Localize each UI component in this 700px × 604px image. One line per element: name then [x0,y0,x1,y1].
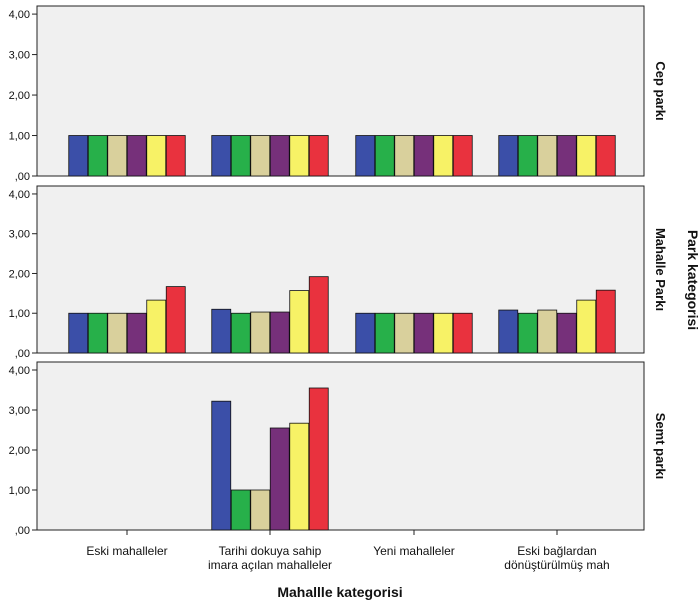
bar [452,135,473,177]
bar [87,135,108,177]
facet-label: Semt parkı [653,413,668,479]
x-tick-label: Eski mahalleler [86,544,167,558]
bar [355,135,376,177]
y-tick-label: 3,00 [9,229,30,241]
y-tick-label: 2,00 [9,268,30,280]
bar [537,135,558,177]
x-tick-label: Eski bağlardan dönüştürülmüş mah [504,544,609,572]
facet-label: Mahalle Parkı [653,228,668,311]
y-tick-label: ,00 [15,348,30,360]
y-tick-label: 1,00 [9,485,30,497]
bar [230,312,251,354]
bar [211,400,232,531]
y-tick-label: 2,00 [9,90,30,102]
x-tick-label: Yeni mahalleler [373,544,455,558]
bar [537,309,558,354]
bar [374,135,395,177]
bar [289,135,310,177]
bar [250,135,271,177]
bar [269,135,290,177]
bar [308,387,329,531]
bar [230,489,251,531]
bar [269,311,290,354]
y-tick-label: 3,00 [9,50,30,62]
facet-panel: ,00 1,00 2,00 3,00 4,00 Cep parkı [9,5,668,183]
facet-panel: ,00 1,00 2,00 3,00 4,00 Mahalle Parkı [9,185,668,360]
x-tick-label: Tarihi dokuya sahip imara açılan mahallel… [208,544,332,572]
bar [355,312,376,354]
bar [452,312,473,354]
bar [146,299,167,354]
y-tick-label: 3,00 [9,405,30,417]
y-tick-label: 4,00 [9,365,30,377]
facet-panels: ,00 1,00 2,00 3,00 4,00 Cep parkı ,00 1,00 2,00 3… [9,5,668,537]
bar [289,290,310,354]
bar [126,135,147,177]
bar [211,135,232,177]
bar [517,312,538,354]
bar [374,312,395,354]
y-tick-label: 4,00 [9,189,30,201]
bar [394,135,415,177]
bar [107,135,128,177]
bar [576,135,597,177]
bar [413,312,434,354]
bar [517,135,538,177]
bar [126,312,147,354]
plot-background [36,361,645,531]
bar [146,135,167,177]
y-tick-label: 1,00 [9,308,30,320]
bar [498,135,519,177]
bar [211,308,232,354]
bar [230,135,251,177]
bar [595,289,616,354]
bar [165,286,186,354]
bar [68,312,89,354]
bar [250,311,271,354]
bar [308,135,329,177]
facet-panel: ,00 1,00 2,00 3,00 4,00 Semt parkı [9,361,668,537]
bar [269,427,290,531]
bar [556,135,577,177]
y-tick-label: ,00 [15,525,30,537]
x-category-labels: Eski mahalleler Tarihi dokuya sahip imara … [86,530,610,572]
bar [394,312,415,354]
y-tick-label: 1,00 [9,131,30,143]
bar [68,135,89,177]
bar [556,312,577,354]
y-tick-label: ,00 [15,171,30,183]
bar [595,135,616,177]
bar [433,312,454,354]
facet-label: Cep parkı [653,61,668,120]
bar [165,135,186,177]
x-axis-title: Mahallle kategorisi [277,584,402,600]
facet-axis-title: Park kategorisi [685,230,700,330]
bar [498,309,519,354]
bar [433,135,454,177]
y-tick-label: 4,00 [9,9,30,21]
y-tick-label: 2,00 [9,445,30,457]
bar [413,135,434,177]
bar [250,489,271,531]
bar [87,312,108,354]
bar [289,422,310,531]
bar [308,276,329,354]
bar [107,312,128,354]
bar [576,299,597,354]
